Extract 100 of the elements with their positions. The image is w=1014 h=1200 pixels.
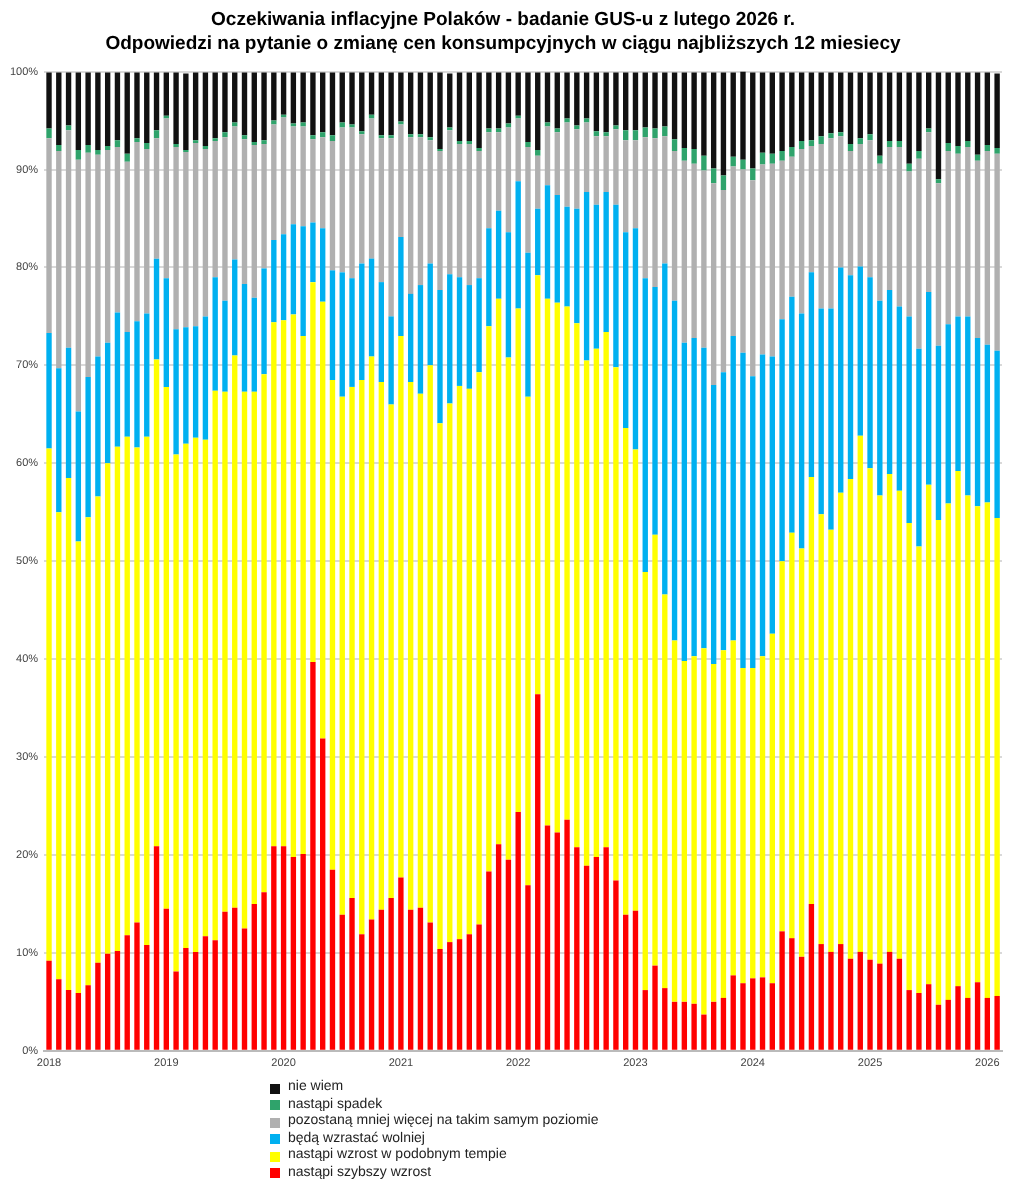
bar	[290, 856, 297, 1050]
bar	[46, 448, 52, 961]
bar	[818, 944, 824, 1050]
bar	[564, 72, 570, 119]
bar	[847, 72, 854, 145]
bar	[632, 449, 639, 911]
bar	[261, 72, 267, 141]
bar	[280, 846, 287, 1050]
bar	[388, 72, 394, 136]
bar	[349, 72, 355, 125]
bar	[720, 190, 727, 373]
bar	[945, 72, 951, 144]
bar	[642, 571, 648, 991]
bar	[789, 296, 795, 533]
bar	[134, 447, 140, 923]
bar	[173, 329, 179, 455]
bar	[486, 132, 492, 229]
bar	[124, 436, 130, 936]
bar	[867, 468, 873, 960]
bar	[886, 72, 893, 142]
bar	[681, 72, 688, 148]
bar	[56, 512, 62, 980]
bar	[750, 180, 756, 377]
bar	[280, 72, 287, 115]
bar	[65, 347, 72, 478]
bar	[320, 228, 326, 302]
bar	[955, 316, 961, 472]
bar	[124, 161, 130, 333]
bar	[65, 125, 72, 131]
bar	[134, 922, 140, 1050]
bar	[710, 664, 717, 1002]
bar	[681, 160, 688, 343]
bar	[701, 155, 707, 171]
bar	[652, 965, 658, 1050]
bar	[896, 490, 903, 959]
bar	[798, 313, 805, 549]
bar	[984, 997, 991, 1050]
bar	[300, 853, 306, 1050]
bar	[407, 137, 414, 294]
bar	[173, 72, 179, 145]
bar	[906, 163, 912, 172]
bar	[720, 175, 727, 191]
bar	[808, 903, 815, 1050]
bar	[378, 138, 385, 283]
bar	[56, 72, 62, 146]
bar	[476, 150, 482, 279]
bar	[994, 995, 1000, 1050]
bar	[828, 133, 834, 139]
bar	[46, 128, 52, 139]
bar	[183, 151, 189, 328]
bar	[789, 938, 795, 1050]
bar	[730, 72, 736, 157]
bar	[926, 132, 932, 292]
bar	[916, 150, 922, 159]
bar	[779, 160, 785, 320]
bar	[398, 237, 404, 336]
bar	[486, 228, 492, 327]
bar	[671, 150, 678, 301]
bar	[701, 347, 707, 649]
bar	[671, 1001, 678, 1050]
bar	[486, 72, 492, 129]
bar	[271, 322, 277, 847]
bar	[56, 368, 62, 513]
bar	[642, 278, 648, 572]
bar	[642, 990, 648, 1050]
bar	[750, 72, 756, 169]
bar	[662, 594, 668, 989]
bar	[95, 356, 101, 497]
bar	[144, 72, 150, 144]
bar	[867, 134, 873, 141]
bar	[124, 72, 130, 154]
bar	[828, 951, 834, 1050]
bar	[310, 222, 316, 283]
bar	[574, 323, 580, 848]
bar	[368, 919, 375, 1050]
bar	[359, 72, 365, 132]
bar	[202, 148, 209, 317]
bar	[339, 396, 345, 915]
bar	[290, 314, 297, 857]
bar	[603, 847, 609, 1050]
bar	[613, 129, 619, 205]
bar	[407, 72, 414, 135]
bar	[56, 150, 62, 369]
bar	[574, 847, 580, 1050]
bar	[759, 164, 766, 355]
bar	[691, 656, 697, 1004]
bar	[329, 869, 336, 1050]
bar	[241, 284, 248, 392]
bar	[574, 72, 580, 126]
bar	[202, 316, 209, 440]
bar	[251, 391, 257, 904]
bar	[984, 502, 991, 998]
bar	[368, 72, 375, 115]
bar	[95, 496, 101, 963]
bar	[192, 326, 199, 438]
bar	[632, 910, 639, 1050]
bar	[280, 117, 287, 235]
bar	[623, 914, 629, 1050]
bar	[994, 147, 1000, 154]
bar	[916, 348, 922, 547]
